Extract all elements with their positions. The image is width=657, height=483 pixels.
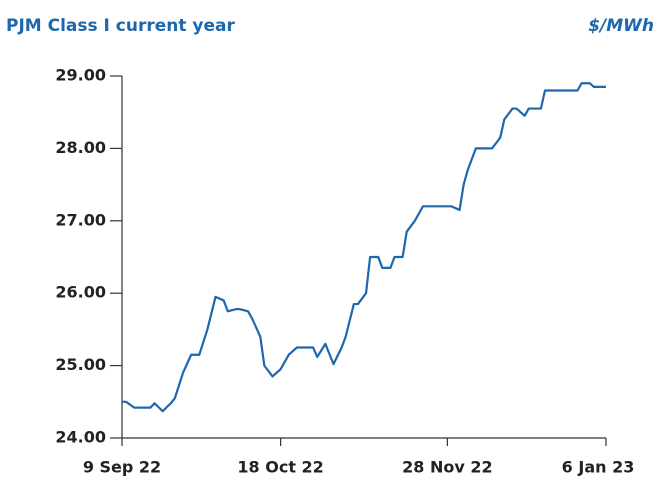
x-tick-label: 6 Jan 23 — [562, 458, 635, 477]
line-series — [122, 82, 606, 413]
chart-title: PJM Class I current year — [6, 16, 236, 36]
y-tick-label: 25.00 — [55, 355, 106, 374]
x-tick-label: 18 Oct 22 — [237, 458, 323, 477]
y-tick-label: 27.00 — [55, 210, 106, 229]
unit-label: $/MWh — [588, 16, 654, 36]
x-tick-label: 9 Sep 22 — [83, 458, 161, 477]
y-tick-label: 28.00 — [55, 138, 106, 157]
y-tick-label: 26.00 — [55, 283, 106, 302]
y-tick-label: 24.00 — [55, 428, 106, 447]
y-tick-label: 29.00 — [55, 66, 106, 85]
x-tick-label: 28 Nov 22 — [402, 458, 492, 477]
